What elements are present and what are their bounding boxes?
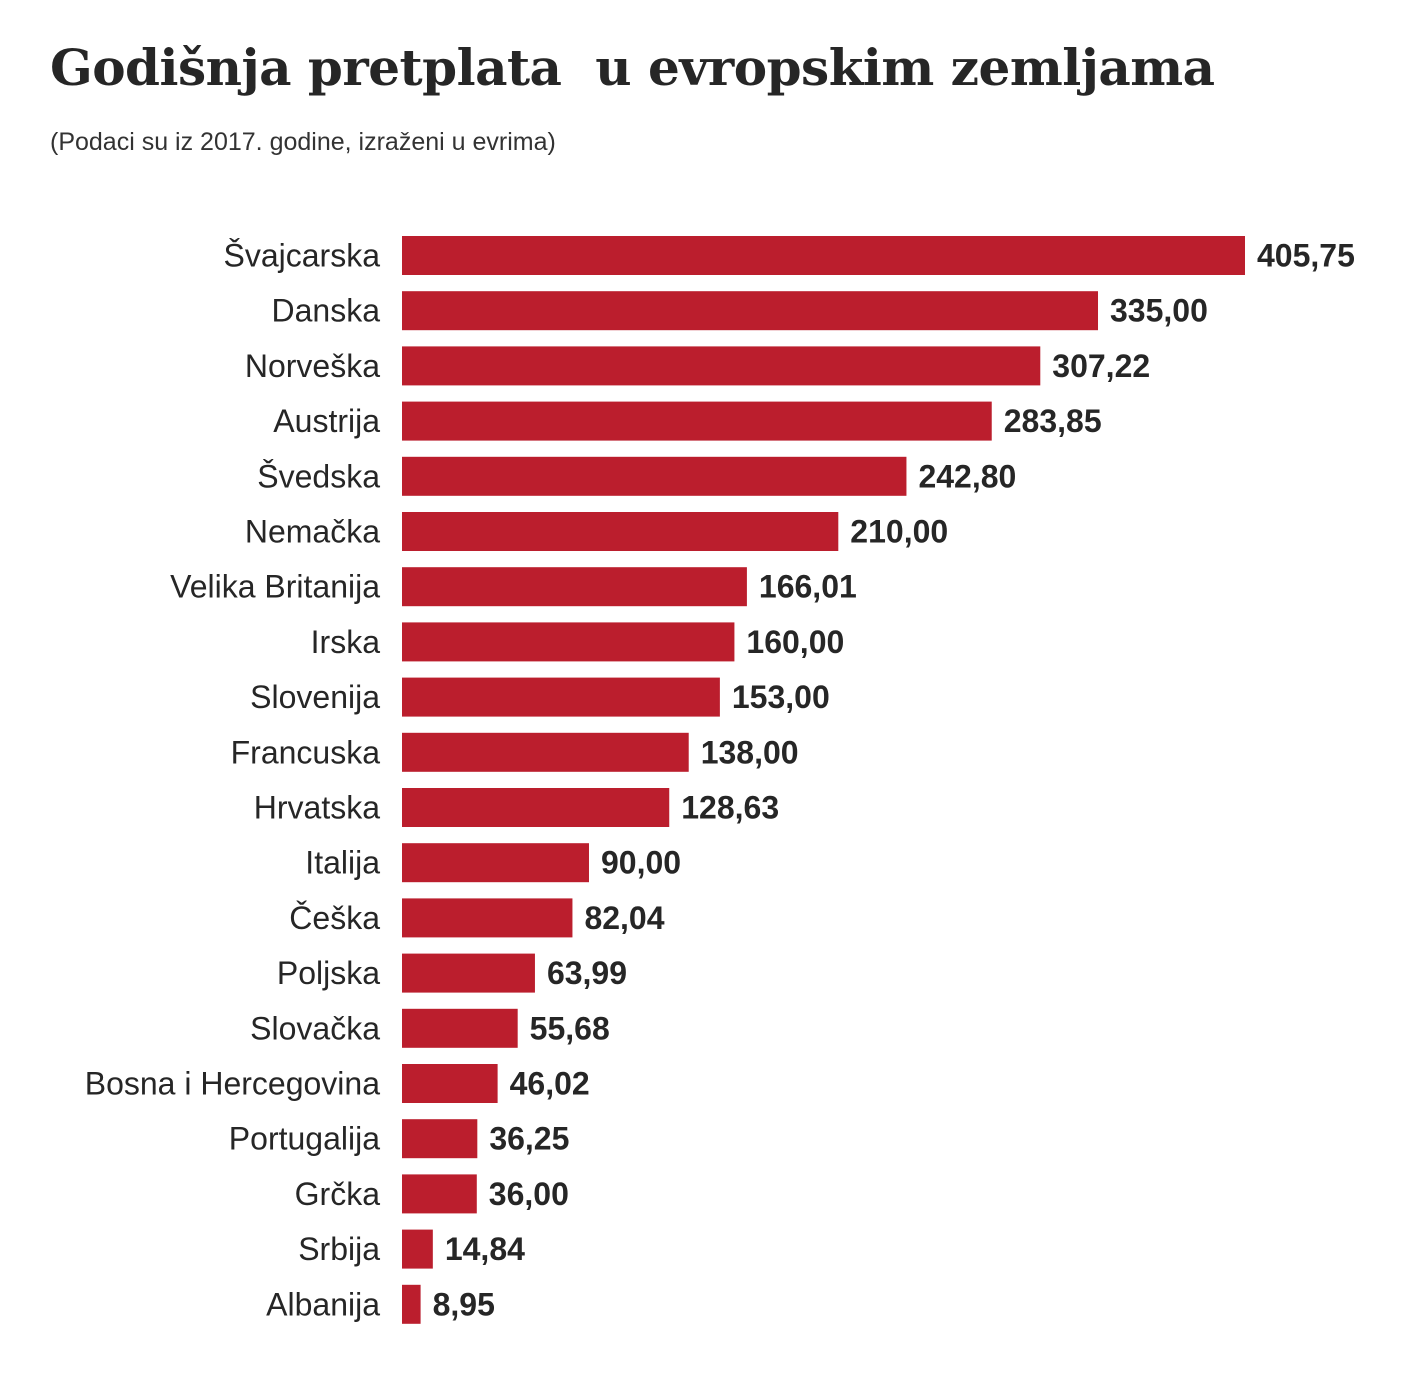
value-label-2: 307,22	[1052, 348, 1150, 384]
category-label-4: Švedska	[257, 458, 380, 494]
category-label-3: Austrija	[273, 403, 380, 439]
value-label-5: 210,00	[850, 514, 948, 550]
category-label-9: Francuska	[231, 734, 381, 770]
category-label-8: Slovenija	[250, 679, 380, 715]
bar-15	[402, 1064, 498, 1103]
category-label-10: Hrvatska	[254, 790, 380, 826]
bar-3	[402, 401, 992, 441]
value-label-3: 283,85	[1004, 403, 1102, 439]
category-label-1: Danska	[272, 293, 381, 329]
bar-6	[402, 567, 747, 607]
value-label-10: 128,63	[681, 790, 779, 826]
value-label-0: 405,75	[1257, 238, 1355, 274]
value-label-18: 14,84	[445, 1231, 525, 1267]
category-label-18: Srbija	[298, 1231, 380, 1267]
bar-9	[402, 732, 689, 772]
category-label-15: Bosna i Hercegovina	[85, 1066, 380, 1102]
bar-10	[402, 788, 670, 827]
category-label-16: Portugalija	[229, 1121, 380, 1157]
value-label-11: 90,00	[601, 845, 681, 881]
value-label-19: 8,95	[433, 1286, 495, 1322]
category-label-19: Albanija	[266, 1286, 380, 1322]
value-label-9: 138,00	[701, 734, 799, 770]
value-label-17: 36,00	[489, 1176, 569, 1212]
bar-5	[402, 512, 839, 551]
bar-8	[402, 677, 720, 717]
bar-17	[402, 1174, 477, 1214]
bar-1	[402, 291, 1099, 331]
value-label-1: 335,00	[1110, 293, 1208, 329]
bar-16	[402, 1119, 478, 1159]
bar-4	[402, 456, 907, 496]
category-label-17: Grčka	[295, 1176, 381, 1212]
value-label-12: 82,04	[584, 900, 664, 936]
bar-2	[402, 346, 1041, 386]
value-label-13: 63,99	[547, 955, 627, 991]
chart-title: Godišnja pretplata u evropskim zemljama	[50, 38, 1215, 97]
bar-13	[402, 953, 535, 993]
bar-19	[402, 1284, 421, 1324]
value-label-6: 166,01	[759, 569, 857, 605]
category-label-14: Slovačka	[250, 1010, 380, 1046]
bar-11	[402, 843, 589, 883]
value-label-14: 55,68	[530, 1010, 610, 1046]
category-label-13: Poljska	[277, 955, 380, 991]
bar-14	[402, 1008, 518, 1048]
value-label-16: 36,25	[489, 1121, 569, 1157]
value-label-7: 160,00	[746, 624, 844, 660]
category-label-5: Nemačka	[245, 514, 380, 550]
category-label-12: Češka	[289, 900, 380, 936]
value-label-4: 242,80	[918, 458, 1016, 494]
category-label-6: Velika Britanija	[170, 569, 380, 605]
value-label-8: 153,00	[732, 679, 830, 715]
category-label-11: Italija	[305, 845, 380, 881]
category-label-2: Norveška	[245, 348, 380, 384]
bar-18	[402, 1229, 433, 1269]
bar-7	[402, 622, 735, 662]
bar-12	[402, 898, 573, 938]
bar-0	[402, 236, 1245, 275]
category-label-0: Švajcarska	[224, 238, 381, 274]
value-label-15: 46,02	[510, 1066, 590, 1102]
category-label-7: Irska	[311, 624, 381, 660]
chart-subtitle: (Podaci su iz 2017. godine, izraženi u e…	[50, 128, 556, 156]
